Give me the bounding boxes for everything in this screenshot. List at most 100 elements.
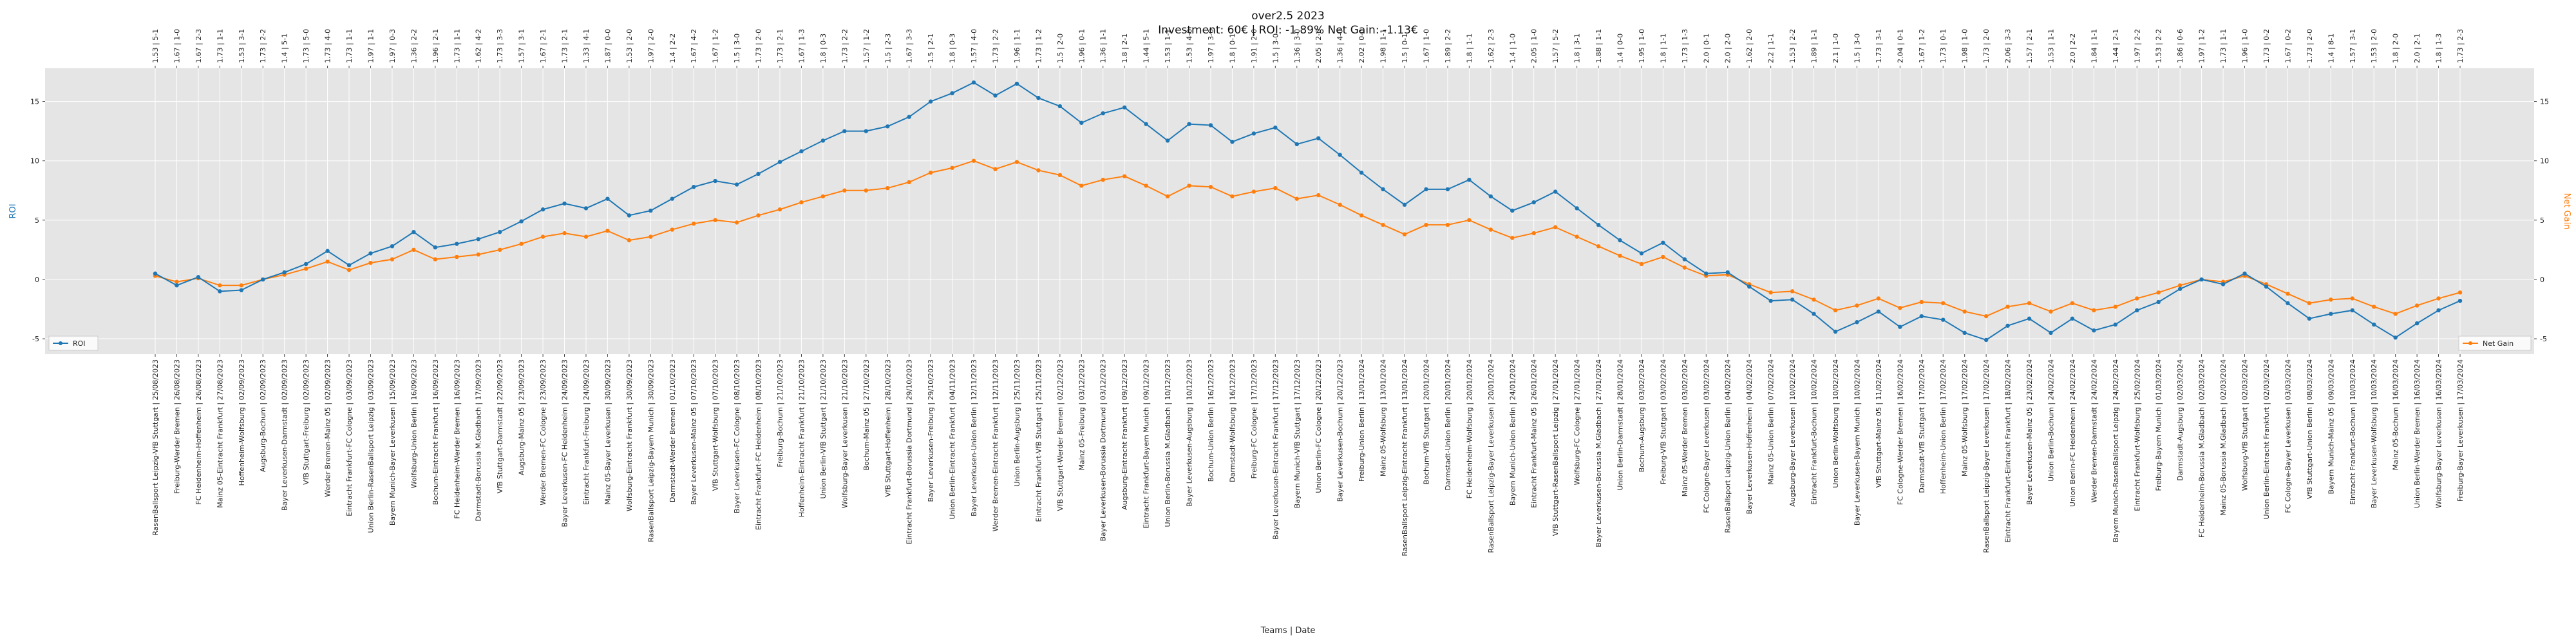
net-gain-point xyxy=(1230,194,1235,199)
top-odds-label: 2.2 | 1-1 xyxy=(1767,33,1776,63)
roi-point xyxy=(2092,328,2096,333)
top-odds-label: 1.73 | 5-0 xyxy=(302,29,310,63)
roi-point xyxy=(605,196,610,201)
top-odds-label: 1.67 | 4-2 xyxy=(690,29,698,63)
x-tick-label: Bayer Leverkusen-FC Cologne | 08/10/2023 xyxy=(733,359,741,513)
top-odds-label: 1.8 | 3-1 xyxy=(1573,33,1582,63)
roi-point xyxy=(1639,251,1644,256)
top-odds-label: 1.57 | 3-1 xyxy=(518,29,526,63)
roi-point xyxy=(864,129,869,133)
roi-point xyxy=(649,208,653,213)
y-tick-label-left: 0 xyxy=(35,276,39,284)
top-odds-label: 1.67 | 1-3 xyxy=(797,29,806,63)
top-odds-label: 1.8 | 0-3 xyxy=(819,33,828,63)
roi-point xyxy=(886,124,890,129)
top-odds-label: 1.89 | 1-1 xyxy=(1810,29,1819,63)
top-odds-label: 1.73 | 4-0 xyxy=(324,29,332,63)
top-odds-label: 1.44 | 5-1 xyxy=(1142,29,1151,63)
x-tick-label: FC Heidenheim-Hoffenheim | 26/08/2023 xyxy=(194,359,203,505)
top-odds-label: 2.0 | 0-1 xyxy=(1702,33,1710,63)
net-gain-point xyxy=(1876,296,1881,301)
net-gain-point xyxy=(1187,184,1191,188)
roi-point xyxy=(1855,320,1859,325)
top-odds-label: 1.73 | 1-1 xyxy=(216,29,224,63)
x-tick-label: Werder Bremen-Mainz 05 | 02/09/2023 xyxy=(324,359,332,497)
top-odds-label: 1.36 | 2-2 xyxy=(410,29,418,63)
x-tick-label: FC Cologne-Bayer Leverkusen | 03/02/2024 xyxy=(1702,359,1710,513)
top-odds-label: 1.67 | 0-2 xyxy=(2284,29,2292,63)
roi-point xyxy=(325,249,330,253)
roi-point xyxy=(239,288,243,292)
x-tick-label: Union Berlin-Borussia M.Gladbach | 10/12… xyxy=(1164,359,1172,527)
x-tick-label: Union Berlin-FC Heidenheim | 24/02/2024 xyxy=(2069,359,2077,507)
top-odds-label: 1.86 | 0-6 xyxy=(2176,29,2184,63)
top-odds-label: 1.36 | 4-0 xyxy=(1336,29,1345,63)
roi-point xyxy=(1725,270,1730,275)
top-odds-label: 2.1 | 1-0 xyxy=(1832,33,1840,63)
x-tick-label: Bayer Leverkusen-Hoffenheim | 04/02/2024 xyxy=(1745,359,1754,514)
top-odds-label: 1.73 | 2-1 xyxy=(561,29,569,63)
x-tick-label: VfB Stuttgart-Mainz 05 | 11/02/2024 xyxy=(1875,359,1883,488)
x-tick-label: Bayer Leverkusen-Borussia M.Gladbach | 2… xyxy=(1595,359,1603,547)
roi-point xyxy=(756,171,761,176)
x-tick-label: RasenBallsport Leipzig-Bayern Munich | 3… xyxy=(647,359,655,542)
x-tick-label: Union Berlin-Wolfsburg | 10/02/2024 xyxy=(1832,359,1840,488)
top-odds-label: 1.5 | 3-0 xyxy=(1271,33,1280,63)
x-tick-label: Mainz 05-Union Berlin | 07/02/2024 xyxy=(1767,359,1776,485)
net-gain-point xyxy=(886,185,890,191)
top-odds-label: 1.96 | 0-1 xyxy=(1077,29,1086,63)
top-odds-label: 2.0 | 2-0 xyxy=(1724,33,1732,63)
top-odds-label: 1.4 | 2-2 xyxy=(668,33,677,63)
net-gain-point xyxy=(2286,291,2290,296)
x-tick-label: Bochum-VfB Stuttgart | 20/01/2024 xyxy=(1422,359,1430,484)
series-net-gain xyxy=(153,158,2463,319)
x-tick-label: Union Berlin-Eintracht Frankfurt | 02/03… xyxy=(2262,359,2271,519)
net-gain-point xyxy=(1445,222,1450,227)
x-tick-label: Freiburg-Bayern Munich | 01/03/2024 xyxy=(2155,359,2163,491)
top-odds-label: 2.05 | 2-0 xyxy=(1314,29,1323,63)
roi-point xyxy=(1251,131,1256,136)
plot-area xyxy=(45,68,2534,354)
top-odds-label: 1.67 | 2-1 xyxy=(539,29,547,63)
x-tick-label: Werder Bremen-FC Cologne | 23/09/2023 xyxy=(539,359,547,506)
roi-point xyxy=(218,289,222,294)
x-tick-label: Union Berlin-Darmstadt | 28/01/2024 xyxy=(1616,359,1625,491)
x-tick-label: Eintracht Frankfurt-Wolfsburg | 25/02/20… xyxy=(2133,359,2141,511)
x-tick-label: Darmstadt-Union Berlin | 20/01/2024 xyxy=(1444,359,1452,491)
roi-point xyxy=(1338,153,1342,157)
net-gain-point xyxy=(218,283,222,288)
top-odds-label: 1.87 | 0-0 xyxy=(603,29,612,63)
x-tick-label: Darmstadt-Borussia M.Gladbach | 17/09/20… xyxy=(475,359,483,522)
roi-point xyxy=(412,230,416,234)
x-tick-label: Wolfsburg-FC Cologne | 27/01/2024 xyxy=(1573,359,1582,485)
top-odds-label: 1.73 | 1-3 xyxy=(1681,29,1689,63)
net-gain-point xyxy=(1790,289,1795,294)
net-gain-point xyxy=(2307,301,2312,305)
x-tick-label: Hoffenheim-Wolfsburg | 02/09/2023 xyxy=(238,359,246,486)
top-odds-label: 1.96 | 1-1 xyxy=(1013,29,1021,63)
net-gain-line xyxy=(155,160,2461,317)
roi-point xyxy=(519,219,524,223)
x-tick-label: RasenBallsport Leipzig-Union Berlin | 04… xyxy=(1724,359,1732,533)
net-gain-point xyxy=(993,167,998,171)
roi-point xyxy=(1057,104,1063,109)
net-gain-point xyxy=(2135,296,2139,301)
roi-point xyxy=(2156,299,2161,305)
roi-point xyxy=(2329,312,2333,316)
top-odds-label: 1.73 | 2-2 xyxy=(991,29,999,63)
x-tick-label: Freiburg-Union Berlin | 13/01/2024 xyxy=(1358,359,1366,482)
roi-point xyxy=(1467,177,1472,182)
net-gain-point xyxy=(2092,308,2096,313)
x-tick-label: RasenBallsport Leipzig-VfB Stuttgart | 2… xyxy=(151,359,160,536)
net-gain-point xyxy=(1553,225,1558,230)
top-odds-label: 1.73 | 1-1 xyxy=(345,29,354,63)
roi-point xyxy=(734,182,739,187)
series-roi xyxy=(153,80,2463,343)
x-tick-label: Mainz 05-Bayer Leverkusen | 30/09/2023 xyxy=(603,359,612,505)
roi-point xyxy=(1919,314,1924,319)
roi-point xyxy=(1984,337,1989,343)
top-odds-label: 1.5 | 2-1 xyxy=(927,33,935,63)
net-gain-point xyxy=(864,188,869,193)
top-odds-label: 1.8 | 2-1 xyxy=(1121,33,1129,63)
net-gain-point xyxy=(734,220,739,225)
